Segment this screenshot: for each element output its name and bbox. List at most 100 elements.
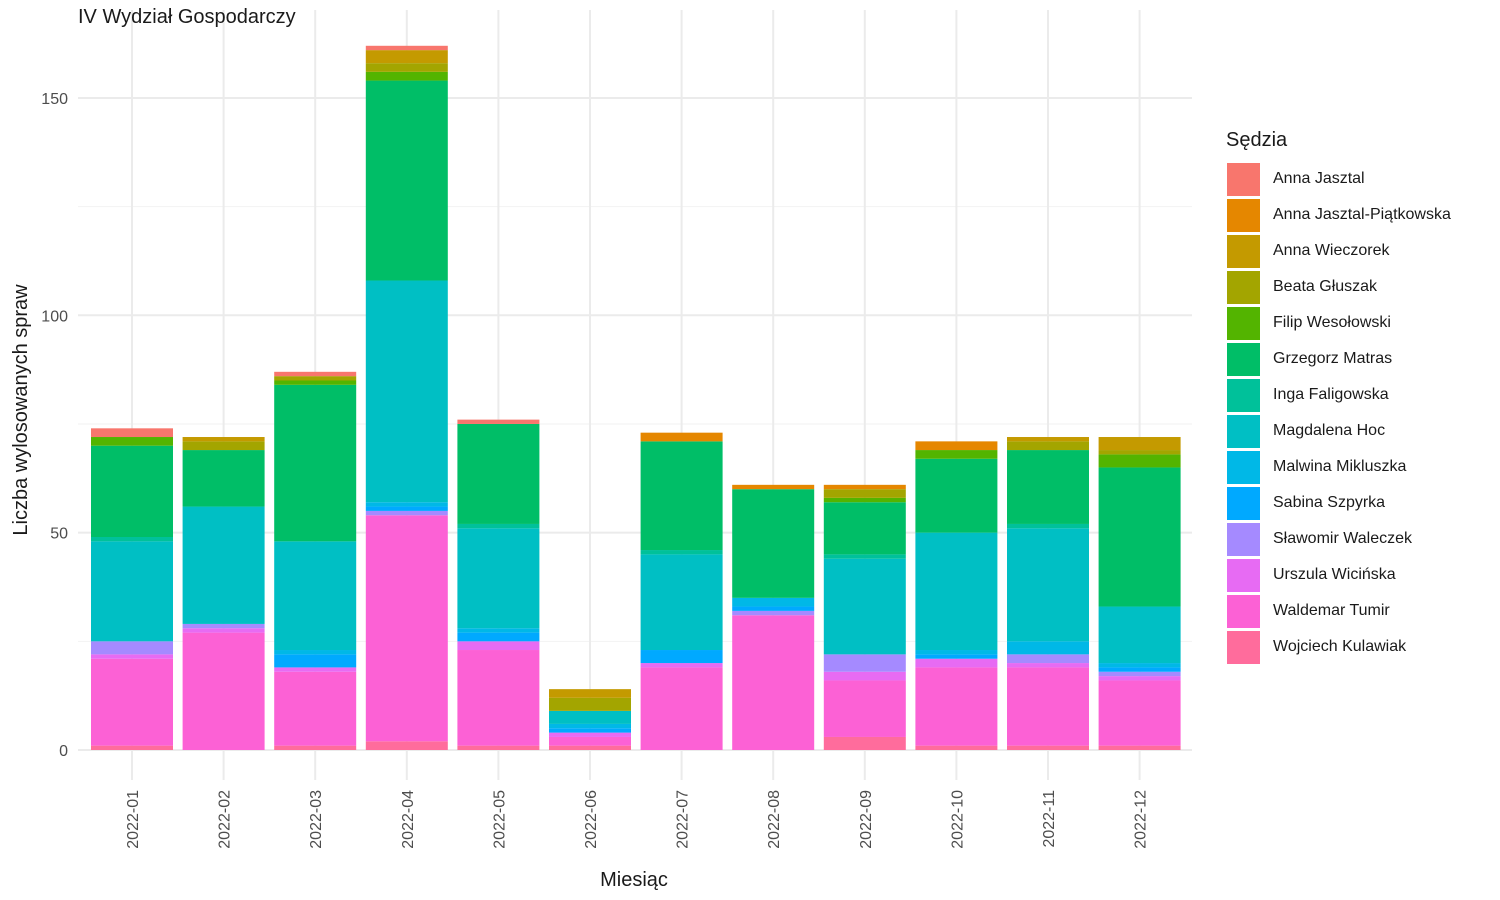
- bar-segment: [457, 523, 540, 529]
- bar-segment: [457, 628, 540, 633]
- bar-segment: [91, 445, 173, 537]
- bar-segment: [274, 541, 357, 651]
- bar-segment: [365, 502, 448, 507]
- x-tick-label: 2022-03: [308, 790, 325, 849]
- legend-swatch: [1227, 487, 1260, 520]
- legend-swatch: [1227, 271, 1260, 304]
- bar-segment: [1098, 676, 1181, 681]
- bars-layer: [91, 45, 1181, 750]
- legend-label: Waldemar Tumir: [1273, 602, 1390, 619]
- bar-segment: [1007, 654, 1089, 664]
- legend-swatch: [1227, 451, 1260, 484]
- bar-segment: [91, 641, 173, 655]
- bar-segment: [915, 667, 998, 746]
- bar-segment: [640, 550, 723, 555]
- bar-segment: [549, 723, 631, 729]
- legend-item: Sabina Szpyrka: [1226, 486, 1496, 522]
- bar-segment: [732, 615, 815, 750]
- bar-segment: [274, 380, 357, 385]
- bar-segment: [823, 736, 906, 750]
- bar-segment: [1098, 437, 1181, 451]
- bar-segment: [640, 667, 723, 750]
- y-tick-label: 50: [50, 526, 68, 543]
- legend-item: Beata Głuszak: [1226, 270, 1496, 306]
- x-tick-label: 2022-02: [217, 790, 234, 849]
- bar-segment: [549, 697, 631, 711]
- bar-segment: [732, 610, 815, 616]
- bar-segment: [732, 484, 815, 490]
- bar-segment: [1098, 450, 1181, 455]
- x-tick-label: 2022-08: [766, 790, 783, 849]
- x-tick-label: 2022-12: [1133, 790, 1150, 849]
- y-tick-label: 0: [59, 743, 68, 760]
- chart-title: IV Wydział Gospodarczy: [78, 6, 296, 28]
- bar-segment: [365, 510, 448, 516]
- bar-segment: [823, 671, 906, 681]
- legend-title: Sędzia: [1226, 129, 1288, 151]
- legend-item: Inga Faligowska: [1226, 378, 1496, 414]
- bar-segment: [915, 441, 998, 451]
- bar-segment: [365, 506, 448, 511]
- legend-item: Magdalena Hoc: [1226, 414, 1496, 450]
- bar-segment: [1007, 441, 1089, 451]
- bar-segment: [457, 745, 540, 750]
- bar-segment: [915, 532, 998, 651]
- bar-segment: [274, 671, 357, 746]
- legend: Anna Jasztal Anna Jasztal-Piątkowska Anna …: [1226, 162, 1496, 666]
- bar-segment: [1098, 745, 1181, 750]
- legend-label: Filip Wesołowski: [1273, 314, 1391, 331]
- bar-segment: [640, 441, 723, 551]
- bar-segment: [182, 632, 265, 750]
- bar-segment: [915, 450, 998, 459]
- bar-segment: [182, 450, 265, 507]
- bar-segment: [823, 558, 906, 655]
- bar-segment: [732, 597, 815, 607]
- legend-swatch: [1227, 595, 1260, 628]
- bar-segment: [182, 623, 265, 629]
- x-tick-label: 2022-09: [858, 790, 875, 849]
- bar-segment: [640, 663, 723, 668]
- bar-segment: [823, 654, 906, 672]
- bar-segment: [365, 50, 448, 64]
- bar-segment: [1098, 663, 1181, 668]
- bar-segment: [274, 654, 357, 668]
- legend-item: Anna Wieczorek: [1226, 234, 1496, 270]
- legend-label: Urszula Wicińska: [1273, 566, 1396, 583]
- bar-segment: [274, 745, 357, 750]
- bar-segment: [915, 745, 998, 750]
- bar-segment: [549, 745, 631, 750]
- bar-segment: [274, 376, 357, 381]
- bar-segment: [549, 689, 631, 698]
- bar-segment: [91, 654, 173, 659]
- legend-swatch: [1227, 307, 1260, 340]
- x-tick-label: 2022-06: [583, 790, 600, 849]
- bar-segment: [457, 419, 540, 424]
- bar-segment: [365, 280, 448, 503]
- legend-label: Malwina Mikluszka: [1273, 458, 1407, 475]
- legend-label: Beata Głuszak: [1273, 278, 1378, 295]
- bar-segment: [274, 371, 357, 377]
- y-axis-label: Liczba wylosowanych spraw: [10, 284, 32, 536]
- bar-segment: [1007, 437, 1089, 442]
- bar-segment: [91, 428, 173, 438]
- x-tick-label: 2022-01: [125, 790, 142, 849]
- bar-segment: [823, 680, 906, 737]
- bar-segment: [182, 441, 265, 451]
- bar-segment: [915, 650, 998, 655]
- legend-item: Waldemar Tumir: [1226, 594, 1496, 630]
- legend-item: Sławomir Waleczek: [1226, 522, 1496, 558]
- legend-swatch: [1227, 631, 1260, 664]
- bar-segment: [274, 384, 357, 542]
- legend-swatch: [1227, 559, 1260, 592]
- bar-segment: [732, 489, 815, 598]
- bar-segment: [549, 736, 631, 746]
- bar-segment: [823, 489, 906, 498]
- x-axis-label: Miesiąc: [600, 869, 668, 891]
- bar-segment: [457, 641, 540, 651]
- bar-segment: [365, 71, 448, 81]
- bar-segment: [823, 554, 906, 559]
- legend-item: Grzegorz Matras: [1226, 342, 1496, 378]
- bar-segment: [1007, 528, 1089, 642]
- legend-swatch: [1227, 415, 1260, 448]
